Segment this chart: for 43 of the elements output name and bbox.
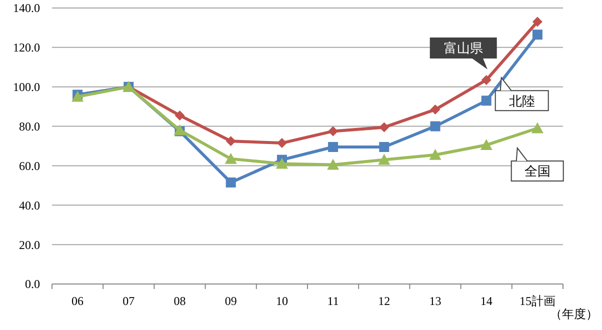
- y-tick-label: 40.0: [19, 198, 40, 212]
- point: [328, 126, 338, 136]
- y-tick-label: 0.0: [25, 277, 40, 292]
- point: [531, 122, 544, 134]
- x-tick-label: 15計画: [519, 294, 556, 308]
- x-tick-label: 13: [429, 294, 442, 308]
- point: [276, 158, 288, 169]
- point: [532, 16, 542, 27]
- point: [379, 142, 390, 152]
- point: [327, 158, 340, 170]
- x-tick-label: 14: [480, 294, 492, 308]
- point: [429, 148, 442, 160]
- point: [430, 121, 440, 132]
- point: [226, 177, 236, 188]
- x-tick-label: 11: [327, 294, 339, 308]
- point: [481, 74, 492, 85]
- series-label: 北陸: [508, 94, 535, 110]
- point: [481, 96, 492, 106]
- point: [276, 138, 287, 148]
- y-tick-label: 80.0: [19, 119, 40, 134]
- point: [328, 142, 338, 152]
- y-tick-label: 140.0: [13, 1, 40, 16]
- y-tick-label: 60.0: [19, 158, 40, 173]
- point: [430, 104, 440, 115]
- y-tick-label: 100.0: [13, 80, 40, 94]
- text: 全国: [524, 164, 550, 180]
- x-tick-label: 07: [122, 294, 135, 308]
- point: [174, 110, 185, 120]
- x-tick-label: 12: [378, 294, 390, 308]
- point: [378, 154, 390, 165]
- point: [532, 30, 542, 40]
- point: [379, 122, 390, 132]
- x-axis-title: （年度）: [550, 307, 598, 321]
- y-tick-label: 120.0: [13, 40, 40, 55]
- y-tick-label: 20.0: [19, 238, 40, 252]
- x-tick-label: 06: [72, 294, 84, 308]
- point: [226, 136, 236, 146]
- point: [480, 139, 492, 150]
- point: [224, 152, 237, 164]
- series-label: 富山県: [444, 40, 483, 57]
- x-tick-label: 09: [224, 294, 237, 308]
- x-tick-label: 10: [276, 294, 288, 308]
- x-tick-label: 08: [174, 294, 186, 308]
